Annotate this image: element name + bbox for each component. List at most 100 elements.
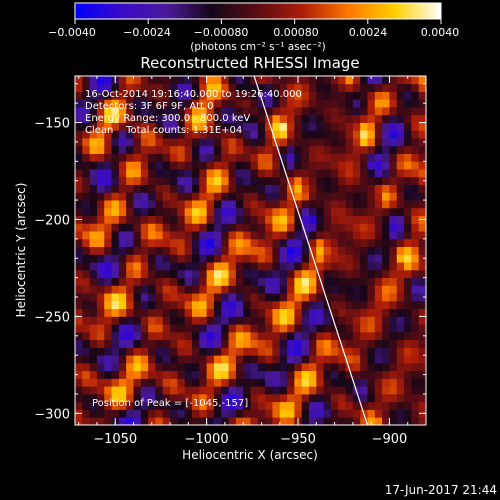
heatmap-cell: [301, 324, 310, 333]
heatmap-cell: [82, 169, 91, 178]
heatmap-cell: [177, 192, 186, 201]
heatmap-cell: [382, 316, 390, 325]
heatmap-cell: [96, 293, 105, 302]
heatmap-cell: [418, 293, 426, 302]
heatmap-cell: [404, 347, 412, 356]
heatmap-cell: [257, 409, 266, 418]
heatmap-cell: [126, 316, 134, 325]
heatmap-cell: [411, 130, 420, 139]
heatmap-cell: [309, 269, 317, 279]
heatmap-cell: [235, 76, 244, 85]
heatmap-cell: [316, 223, 325, 232]
heatmap-cell: [243, 99, 251, 108]
heatmap-cell: [111, 378, 120, 387]
heatmap-cell: [192, 200, 200, 209]
heatmap-cell: [404, 362, 412, 372]
heatmap-cell: [162, 161, 171, 170]
heatmap-cell: [243, 269, 251, 279]
heatmap-cell: [330, 192, 339, 201]
heatmap-cell: [301, 293, 310, 302]
heatmap-cell: [133, 130, 142, 139]
heatmap-cell: [367, 223, 376, 232]
heatmap-cell: [148, 138, 156, 147]
heatmap-cell: [309, 184, 317, 193]
heatmap-cell: [96, 277, 105, 286]
heatmap-cell: [411, 200, 420, 209]
heatmap-cell: [345, 246, 354, 255]
heatmap-cell: [382, 176, 390, 185]
heatmap-cell: [213, 138, 222, 147]
heatmap-cell: [104, 161, 112, 170]
heatmap-cell: [126, 130, 134, 139]
heatmap-cell: [111, 231, 120, 240]
heatmap-cell: [140, 231, 149, 240]
heatmap-cell: [104, 122, 112, 131]
heatmap-cell: [118, 114, 127, 123]
heatmap-cell: [294, 200, 303, 209]
heatmap-cell: [213, 176, 222, 185]
heatmap-cell: [235, 122, 244, 131]
heatmap-cell: [404, 138, 412, 147]
heatmap-cell: [338, 386, 346, 395]
heatmap-cell: [118, 324, 127, 333]
heatmap-cell: [89, 107, 98, 116]
heatmap-cell: [338, 262, 346, 271]
heatmap-cell: [404, 153, 412, 162]
heatmap-cell: [418, 114, 426, 123]
heatmap-cell: [418, 316, 426, 325]
heatmap-cell: [418, 308, 426, 317]
heatmap-cell: [118, 293, 127, 302]
heatmap-cell: [404, 114, 412, 123]
heatmap-cell: [250, 331, 259, 341]
heatmap-cell: [352, 401, 361, 410]
heatmap-cell: [162, 246, 171, 255]
heatmap-cell: [170, 370, 178, 379]
heatmap-cell: [199, 417, 208, 425]
heatmap-cell: [96, 285, 105, 294]
heatmap-cell: [330, 231, 339, 240]
heatmap-cell: [316, 331, 325, 341]
heatmap-cell: [338, 215, 346, 224]
heatmap-cell: [396, 223, 405, 232]
heatmap-cell: [287, 176, 295, 185]
heatmap-cell: [396, 378, 405, 387]
heatmap-cell: [272, 269, 281, 279]
heatmap-cell: [301, 107, 310, 116]
heatmap-cell: [396, 393, 405, 403]
heatmap-cell: [330, 269, 339, 279]
heatmap-cell: [309, 207, 317, 216]
heatmap-cell: [323, 138, 332, 147]
heatmap-cell: [221, 169, 229, 178]
heatmap-cell: [411, 324, 420, 333]
heatmap-cell: [199, 362, 208, 372]
heatmap-cell: [75, 347, 83, 356]
heatmap-cell: [170, 169, 178, 178]
heatmap-cell: [133, 192, 142, 201]
heatmap-cell: [162, 76, 171, 85]
heatmap-cell: [279, 285, 288, 294]
heatmap-cell: [352, 378, 361, 387]
heatmap-cell: [235, 293, 244, 302]
heatmap-cell: [352, 393, 361, 403]
heatmap-cell: [126, 339, 134, 348]
heatmap-cell: [374, 130, 383, 139]
heatmap-cell: [111, 370, 120, 379]
heatmap-cell: [352, 76, 361, 85]
heatmap-cell: [418, 138, 426, 147]
heatmap-cell: [374, 386, 383, 395]
heatmap-cell: [287, 401, 295, 410]
heatmap-cell: [272, 192, 281, 201]
heatmap-cell: [221, 331, 229, 341]
heatmap-cell: [279, 393, 288, 403]
heatmap-cell: [199, 153, 208, 162]
heatmap-cell: [272, 339, 281, 348]
heatmap-cell: [360, 386, 368, 395]
heatmap-cell: [279, 238, 288, 248]
heatmap-cell: [352, 200, 361, 209]
heatmap-cell: [352, 114, 361, 123]
heatmap-cell: [418, 153, 426, 162]
heatmap-cell: [177, 277, 186, 286]
heatmap-cell: [374, 215, 383, 224]
heatmap-cell: [389, 285, 398, 294]
heatmap-cell: [382, 285, 390, 294]
